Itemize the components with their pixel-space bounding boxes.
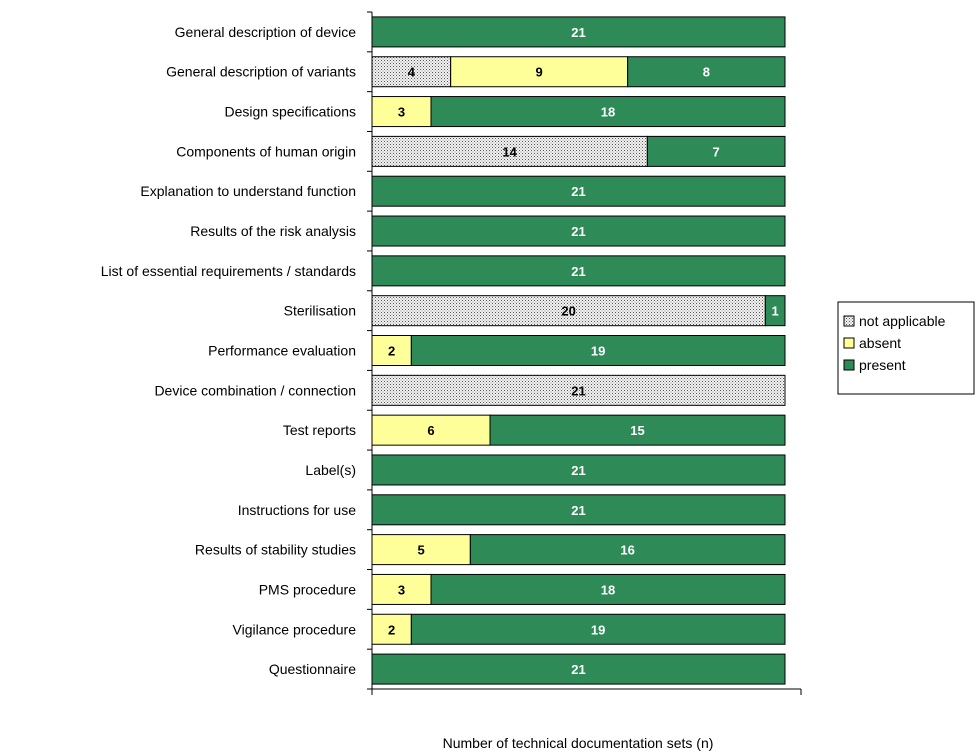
category-label: Results of the risk analysis bbox=[190, 223, 356, 239]
data-label: 18 bbox=[601, 582, 615, 597]
bar-segment-not-applicable bbox=[371, 374, 786, 406]
category-label: List of essential requirements / standar… bbox=[101, 263, 356, 279]
category-label: Design specifications bbox=[224, 104, 356, 120]
data-label: 14 bbox=[502, 144, 517, 159]
legend-label: present bbox=[859, 357, 906, 373]
data-label: 21 bbox=[571, 224, 585, 239]
bar-segment-absent bbox=[371, 573, 432, 605]
data-label: 21 bbox=[571, 25, 585, 40]
bar-segment-absent bbox=[371, 414, 491, 446]
category-label: Sterilisation bbox=[284, 303, 356, 319]
bar-segment-not-applicable bbox=[371, 135, 648, 167]
bar-segment-present bbox=[371, 653, 786, 685]
data-label: 21 bbox=[571, 662, 585, 677]
category-label: General description of variants bbox=[166, 64, 356, 80]
category-label: Label(s) bbox=[305, 462, 356, 478]
data-label: 2 bbox=[388, 344, 395, 359]
data-label: 6 bbox=[427, 423, 434, 438]
legend-swatch bbox=[843, 337, 855, 349]
legend: not applicable absent present bbox=[837, 301, 975, 395]
data-label: 9 bbox=[536, 65, 543, 80]
category-label: Instructions for use bbox=[238, 502, 356, 518]
bar-segment-present bbox=[410, 335, 786, 366]
axes: General description of device General des… bbox=[101, 11, 802, 695]
data-label: 21 bbox=[571, 463, 585, 478]
bar-segment-present bbox=[410, 613, 786, 645]
category-label: General description of device bbox=[175, 24, 357, 40]
data-label: 21 bbox=[571, 264, 585, 279]
data-label: 19 bbox=[591, 622, 605, 637]
data-label: 1 bbox=[772, 304, 779, 319]
legend-label: not applicable bbox=[859, 313, 946, 329]
data-label: 21 bbox=[571, 383, 585, 398]
bar-segment-present bbox=[371, 454, 786, 486]
category-label: PMS procedure bbox=[259, 581, 356, 597]
bar-segment-absent bbox=[371, 613, 412, 645]
data-label: 3 bbox=[398, 582, 405, 597]
x-axis-title: Number of technical documentation sets (… bbox=[443, 735, 714, 751]
data-label: 5 bbox=[418, 543, 425, 558]
bar-segment-not-applicable bbox=[371, 56, 452, 88]
bar-segment-present bbox=[627, 56, 786, 88]
bar-segment-present bbox=[371, 215, 786, 247]
data-label: 4 bbox=[408, 65, 416, 80]
bar-segment-present bbox=[371, 255, 786, 287]
data-label: 7 bbox=[713, 144, 720, 159]
legend-label: absent bbox=[859, 335, 901, 351]
category-label: Device combination / connection bbox=[154, 382, 356, 398]
category-label: Performance evaluation bbox=[208, 343, 356, 359]
data-label: 2 bbox=[388, 622, 395, 637]
category-label: Questionnaire bbox=[269, 661, 356, 677]
data-label: 19 bbox=[591, 344, 605, 359]
category-label: Test reports bbox=[283, 422, 356, 438]
data-label: 21 bbox=[571, 184, 585, 199]
data-label: 8 bbox=[703, 65, 710, 80]
legend-swatch bbox=[843, 315, 855, 327]
legend-box bbox=[837, 301, 975, 395]
bar-segment-present bbox=[430, 96, 786, 128]
category-label: Components of human origin bbox=[176, 143, 356, 159]
data-label: 21 bbox=[571, 503, 585, 518]
category-label: Explanation to understand function bbox=[140, 183, 356, 199]
data-label: 20 bbox=[561, 304, 575, 319]
bar-segment-present bbox=[489, 414, 786, 446]
bar-segment-absent bbox=[450, 56, 629, 88]
data-label: 16 bbox=[620, 543, 634, 558]
category-label: Results of stability studies bbox=[195, 542, 356, 558]
bar-segment-present bbox=[371, 16, 786, 48]
data-label: 15 bbox=[630, 423, 644, 438]
bar-segment-present bbox=[469, 534, 786, 566]
bar-segment-present bbox=[764, 295, 786, 327]
bar-segment-not-applicable bbox=[371, 295, 766, 327]
legend-swatch bbox=[843, 359, 855, 371]
bar-segment-absent bbox=[371, 96, 432, 128]
data-label: 3 bbox=[398, 105, 405, 120]
category-label: Vigilance procedure bbox=[233, 621, 357, 637]
bar-segment-present bbox=[430, 573, 786, 605]
bar-segment-present bbox=[646, 135, 786, 167]
data-label: 18 bbox=[601, 105, 615, 120]
